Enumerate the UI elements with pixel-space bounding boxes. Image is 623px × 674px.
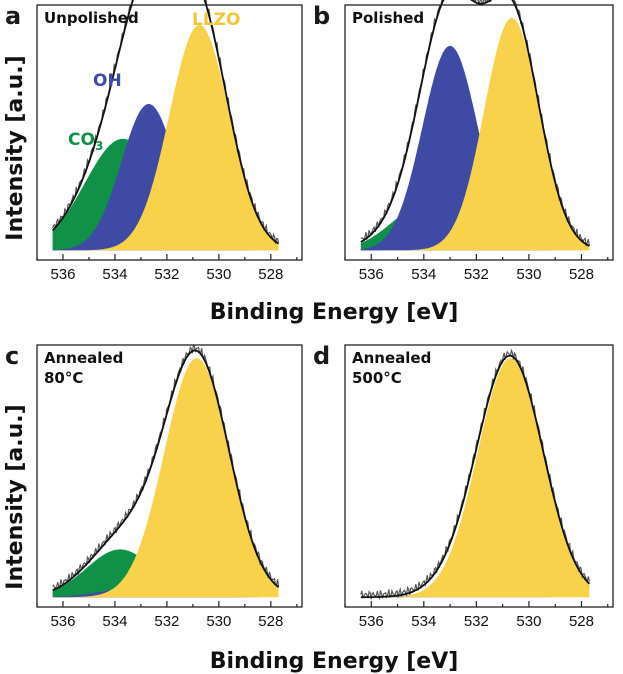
x-tick-label-528-a: 528 [258,266,283,283]
y-axis-title-top: Intensity [a.u.] [3,55,28,240]
panel-letter-b: b [313,2,330,30]
fit-envelope-a [51,0,280,245]
x-tick-label-536-c: 536 [50,613,75,630]
panel-title-a-0: Unpolished [44,9,139,27]
peak-llzo-a [52,24,279,251]
peak-co3-c [52,549,279,598]
panel-letter-a: a [5,2,21,30]
x-tick-label-528-c: 528 [258,613,283,630]
plot-frame-d [344,344,614,608]
x-tick-label-530-b: 530 [516,266,541,283]
panel-a: 536 534 532 530 528 a Unpolished [5,0,303,283]
peak-label-co3-main: CO [68,130,95,150]
panel-b: 536 534 532 530 528 b Polished [313,0,614,283]
panel-title-d-0: Annealed [352,349,431,367]
x-tick-label-532-b: 532 [464,266,489,283]
x-axis-title-bottom: Binding Energy [eV] [210,649,459,674]
panel-c: 536 534 532 530 528 c Annealed 80°C [5,342,303,630]
x-tick-label-534-b: 534 [411,266,436,283]
panel-d: 536 534 532 530 528 d Annealed 500°C [313,342,614,630]
x-tick-label-536-b: 536 [359,266,384,283]
x-tick-label-528-d: 528 [569,613,594,630]
plot-frame-a [36,4,303,261]
x-tick-label-534-a: 534 [102,266,127,283]
peak-label-co3-sub: 3 [95,139,103,153]
x-tick-label-536-a: 536 [50,266,75,283]
plot-frame-c [36,344,303,608]
x-tick-label-534-d: 534 [411,613,436,630]
peak-llzo-d [360,358,590,598]
plot-frame-b [344,4,614,261]
x-tick-label-534-c: 534 [102,613,127,630]
peak-label-co3: CO3 [68,130,103,153]
x-tick-label-532-d: 532 [464,613,489,630]
panel-title-d-1: 500°C [352,369,402,387]
panel-title-b-0: Polished [352,9,424,27]
x-tick-label-528-b: 528 [569,266,594,283]
panel-letter-d: d [313,342,330,370]
peak-llzo-b [360,18,590,251]
peak-llzo-c [52,358,279,598]
x-tick-label-530-a: 530 [206,266,231,283]
x-tick-label-530-c: 530 [206,613,231,630]
x-axis-title-top: Binding Energy [eV] [210,300,459,325]
x-tick-label-532-a: 532 [154,266,179,283]
x-tick-label-530-d: 530 [516,613,541,630]
peak-label-llzo: LLZO [192,10,240,30]
panel-title-c-0: Annealed [44,349,123,367]
panel-title-c-1: 80°C [44,369,83,387]
x-tick-label-536-d: 536 [359,613,384,630]
fit-envelope-d [360,354,591,599]
fit-envelope-b [360,0,590,247]
peak-label-oh: OH [93,71,122,91]
fit-envelope-c [52,349,280,592]
x-tick-label-532-c: 532 [154,613,179,630]
peak-oh-b [360,45,590,251]
panel-letter-c: c [5,342,19,370]
y-axis-title-bottom: Intensity [a.u.] [3,404,28,589]
